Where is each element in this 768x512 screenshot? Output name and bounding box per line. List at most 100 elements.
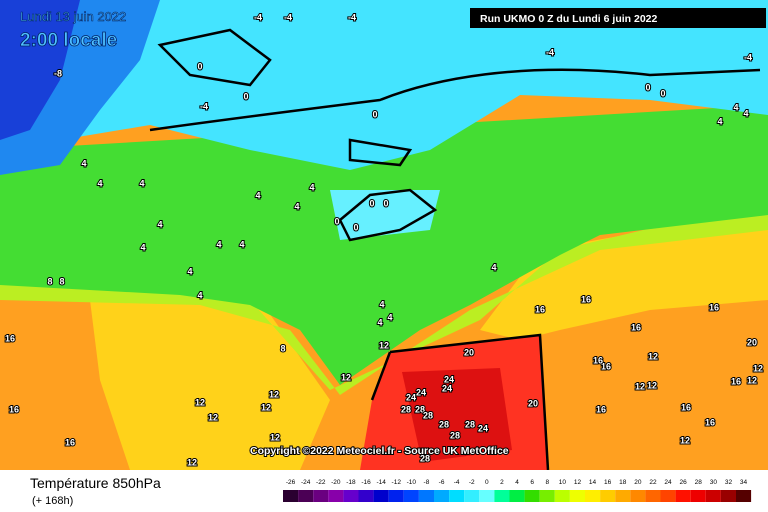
scale-label: 2	[500, 479, 504, 486]
copyright: Copyright ©2022 Meteociel.fr - Source UK…	[250, 445, 509, 457]
contour-label: 4	[717, 116, 722, 126]
legend-subtitle: (+ 168h)	[32, 495, 73, 507]
contour-label: 16	[5, 333, 15, 343]
contour-label: -4	[200, 101, 208, 111]
scale-label: 12	[574, 479, 582, 486]
scale-label: 8	[545, 479, 549, 486]
contour-label: 4	[309, 182, 314, 192]
scale-label: -10	[407, 479, 417, 486]
contour-label: 12	[270, 432, 280, 442]
scale-label: 26	[680, 479, 688, 486]
contour-label: -4	[348, 12, 356, 22]
contour-label: 12	[753, 363, 763, 373]
contour-label: 4	[379, 299, 384, 309]
contour-label: 12	[195, 397, 205, 407]
color-scale: -26 -24 -22 -20 -18 -16 -14 -12 -10 -8 -6 -4 -2 0 2 4 6 8…	[283, 479, 752, 502]
yellow-area	[90, 300, 330, 470]
contour-label: 4	[157, 219, 162, 229]
scale-label: 0	[485, 479, 489, 486]
contour-label: 4	[187, 266, 192, 276]
contour-label: 28	[423, 410, 433, 420]
contour-label: 16	[709, 302, 719, 312]
contour-label: 12	[648, 351, 658, 361]
contour-label: 24	[478, 423, 488, 433]
scale-label: 14	[589, 479, 597, 486]
contour-label: 8	[59, 276, 64, 286]
contour-label: 4	[743, 108, 748, 118]
contour-label: 20	[464, 347, 474, 357]
contour-label: 4	[81, 158, 86, 168]
scale-label: -26	[286, 479, 296, 486]
scale-label: 20	[634, 479, 642, 486]
contour-label: 12	[747, 375, 757, 385]
contour-label: 0	[197, 61, 202, 71]
green-area	[0, 105, 768, 385]
contour-label: 4	[197, 290, 202, 300]
scale-swatch	[615, 490, 631, 502]
scale-label: 28	[695, 479, 703, 486]
contour-label: 4	[216, 239, 221, 249]
contour-label: 4	[255, 190, 260, 200]
scale-label: 16	[604, 479, 612, 486]
scale-swatch	[418, 490, 434, 502]
yellow-area	[480, 210, 768, 340]
contour-label: 0	[369, 198, 374, 208]
scale-swatch	[479, 490, 495, 502]
scale-swatch	[298, 490, 314, 502]
contour-label: 28	[401, 404, 411, 414]
contour-label: 12	[680, 435, 690, 445]
scale-label: -2	[469, 479, 475, 486]
contour-label: 4	[139, 178, 144, 188]
contour-label: 4	[491, 262, 496, 272]
yellow-green-area	[0, 200, 768, 395]
contour-label: 24	[416, 387, 426, 397]
contour-label: 0	[383, 198, 388, 208]
contour-label: 12	[269, 389, 279, 399]
scale-swatch	[554, 490, 570, 502]
contour-label: 0	[334, 216, 339, 226]
contour-label: 16	[596, 404, 606, 414]
scale-label: 4	[515, 479, 519, 486]
contour-label: 28	[415, 404, 425, 414]
contour-label: 24	[442, 383, 452, 393]
scale-swatch	[736, 490, 752, 502]
dark-red-area	[402, 368, 512, 462]
contour-label: 16	[601, 361, 611, 371]
isotherm-line	[149, 28, 761, 242]
contour-label: 28	[450, 430, 460, 440]
contour-label: 0	[353, 222, 358, 232]
scale-swatch	[449, 490, 465, 502]
scale-label: 10	[559, 479, 567, 486]
scale-swatch	[403, 490, 419, 502]
contour-label: 0	[372, 109, 377, 119]
contour-label: 16	[535, 304, 545, 314]
scale-label: 6	[530, 479, 534, 486]
scale-label: -22	[316, 479, 326, 486]
scale-swatch	[464, 490, 480, 502]
contour-label: 12	[635, 381, 645, 391]
cyan-area	[0, 0, 768, 170]
run-info: Run UKMO 0 Z du Lundi 6 juin 2022	[480, 13, 658, 25]
scale-swatch	[328, 490, 344, 502]
scale-label: -12	[392, 479, 402, 486]
contour-label: 12	[341, 372, 351, 382]
scale-swatch	[690, 490, 706, 502]
scale-swatch	[630, 490, 646, 502]
scale-label: 32	[725, 479, 733, 486]
contour-label: 24	[406, 392, 416, 402]
contour-label: 12	[187, 457, 197, 467]
contour-label: 24	[444, 374, 454, 384]
scale-swatch	[343, 490, 359, 502]
scale-swatch	[600, 490, 616, 502]
contour-label: -4	[546, 47, 554, 57]
contour-label: 16	[731, 376, 741, 386]
contour-label: 16	[9, 404, 19, 414]
scale-swatch	[675, 490, 691, 502]
scale-swatch	[388, 490, 404, 502]
scale-swatch	[509, 490, 525, 502]
temperature-field	[0, 0, 768, 471]
contour-label: 4	[733, 102, 738, 112]
scale-swatch	[358, 490, 374, 502]
scale-label: -18	[346, 479, 356, 486]
contour-label: 28	[439, 419, 449, 429]
